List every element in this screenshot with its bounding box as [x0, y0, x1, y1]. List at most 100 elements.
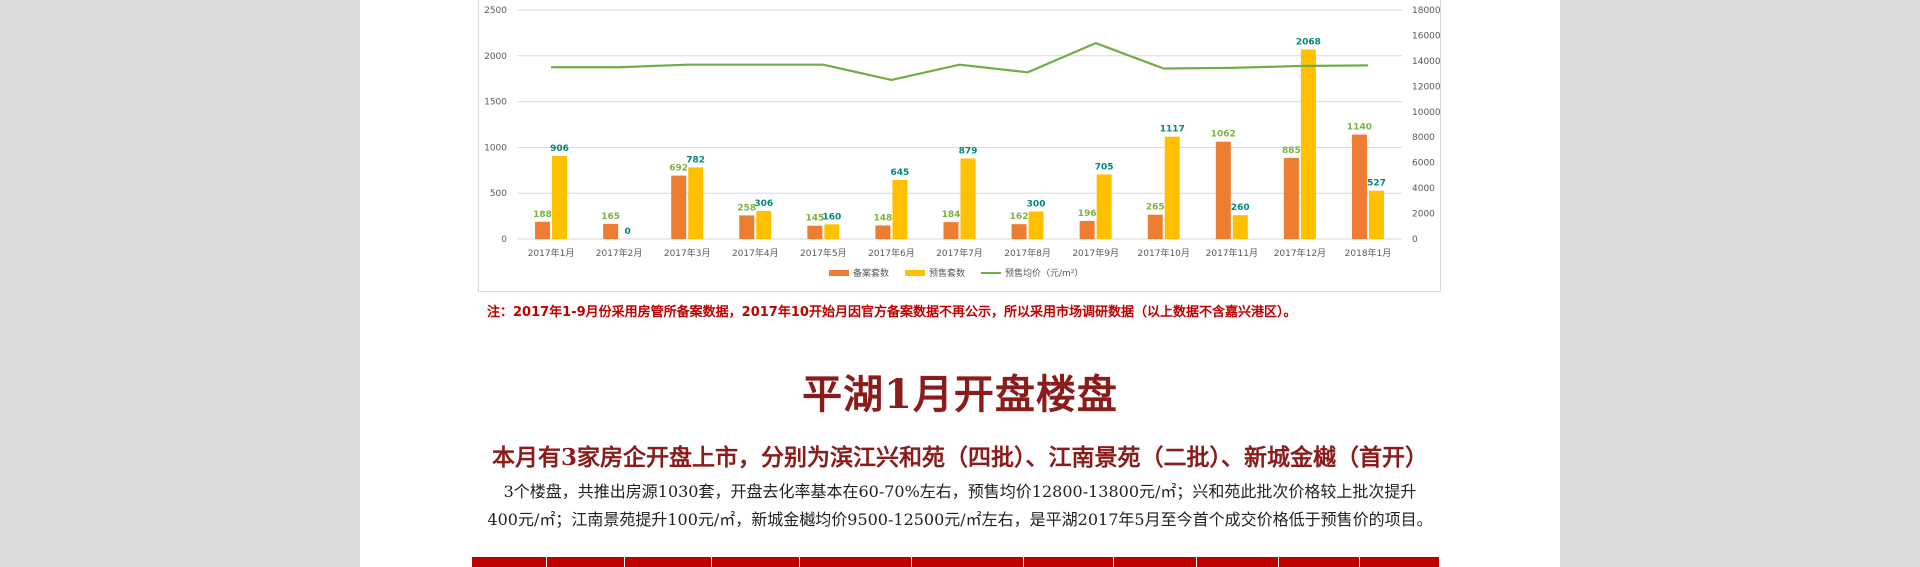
table-header-cell: [472, 557, 547, 567]
table-header-cell: [547, 557, 625, 567]
data-label: 1062: [1211, 130, 1236, 140]
data-label: 1140: [1347, 123, 1372, 133]
legend-swatch: [829, 270, 849, 276]
bar-presale: [1028, 211, 1044, 239]
x-tick-label: 2017年6月: [868, 247, 915, 259]
data-label: 705: [1095, 162, 1114, 172]
x-tick-label: 2017年8月: [1004, 247, 1051, 259]
data-label: 2068: [1296, 38, 1321, 48]
x-tick-label: 2017年12月: [1274, 247, 1326, 259]
x-tick-label: 2017年10月: [1138, 247, 1190, 259]
data-label: 160: [822, 212, 841, 222]
bar-presale: [960, 158, 976, 239]
bar-filed: [603, 223, 619, 239]
bar-filed: [1351, 134, 1367, 239]
data-label: 165: [601, 212, 620, 222]
x-tick-label: 2017年5月: [800, 247, 847, 259]
data-label: 782: [686, 155, 705, 165]
data-label: 906: [550, 144, 569, 154]
x-tick-label: 2017年9月: [1072, 247, 1119, 259]
section-subtitle: 本月有3家房企开盘上市，分别为滨江兴和苑（四批）、江南景苑（二批）、新城金樾（首…: [491, 444, 1428, 471]
data-label: 1117: [1160, 125, 1185, 135]
y-tick-label: 2000: [484, 52, 507, 62]
bar-filed: [1147, 214, 1163, 239]
y-tick-label: 1000: [484, 143, 507, 153]
x-tick-label: 2017年11月: [1206, 247, 1258, 259]
x-tick-label: 2017年7月: [936, 247, 983, 259]
bar-presale: [1164, 136, 1180, 239]
table-header-cell: [1114, 557, 1197, 567]
y-tick-label: 2500: [484, 6, 507, 16]
data-label: 265: [1146, 203, 1165, 213]
data-label: 0: [624, 227, 630, 237]
table-header-bar: [472, 557, 1440, 567]
y2-tick-label: 18000: [1412, 6, 1441, 16]
bar-filed: [671, 175, 687, 239]
data-label: 527: [1367, 179, 1386, 189]
data-label: 306: [754, 199, 773, 209]
x-tick-label: 2017年2月: [596, 247, 643, 259]
table-header-cell: [800, 557, 912, 567]
y2-tick-label: 8000: [1412, 133, 1435, 143]
table-header-cell: [712, 557, 800, 567]
bar-filed: [739, 215, 755, 239]
section-title: 平湖1月开盘楼盘: [802, 371, 1118, 418]
y2-tick-label: 2000: [1412, 210, 1435, 220]
y2-tick-label: 0: [1412, 235, 1418, 245]
bar-filed: [807, 225, 823, 239]
data-label: 300: [1027, 200, 1046, 210]
y2-tick-label: 12000: [1412, 82, 1441, 92]
data-label: 188: [533, 210, 552, 220]
x-tick-label: 2017年3月: [664, 247, 711, 259]
bar-filed: [875, 225, 891, 239]
data-label: 184: [942, 210, 961, 220]
y2-tick-label: 6000: [1412, 159, 1435, 169]
table-header-cell: [1197, 557, 1279, 567]
bar-filed: [1079, 221, 1095, 239]
legend-label: 预售套数: [929, 267, 965, 279]
bar-presale: [1368, 190, 1384, 239]
x-tick-label: 2017年1月: [528, 247, 575, 259]
table-header-cell: [1279, 557, 1360, 567]
legend-label: 预售均价（元/m²）: [1005, 267, 1083, 279]
bar-presale: [756, 210, 772, 239]
data-label: 258: [737, 203, 756, 213]
bar-presale: [552, 156, 568, 239]
chart-svg: 0 500 1000 1500 2000 2500 0 2000 4000 6000 8000 100…: [484, 6, 1441, 279]
bar-filed: [1283, 157, 1299, 239]
table-header-cell: [912, 557, 1024, 567]
bar-presale: [688, 167, 704, 239]
data-label: 879: [959, 146, 978, 156]
y2-tick-label: 14000: [1412, 57, 1441, 67]
bar-presale: [1096, 174, 1112, 239]
bar-presale: [824, 224, 840, 239]
bar-filed: [1011, 224, 1027, 239]
y2-tick-label: 4000: [1412, 184, 1435, 194]
bar-presale: [1300, 49, 1316, 240]
data-label: 692: [669, 164, 688, 174]
legend-label: 备案套数: [853, 267, 889, 279]
price-line: [551, 41, 1368, 82]
data-label: 885: [1282, 146, 1301, 156]
data-label: 196: [1078, 209, 1097, 219]
table-header-cell: [1360, 557, 1440, 567]
data-label: 260: [1231, 203, 1250, 213]
y-tick-label: 500: [490, 189, 507, 199]
sales-chart: 0 500 1000 1500 2000 2500 0 2000 4000 6000 8000 100…: [478, 0, 1441, 292]
data-label: 148: [874, 213, 893, 223]
report-page: 0 500 1000 1500 2000 2500 0 2000 4000 6000 8000 100…: [360, 0, 1560, 567]
legend-swatch: [905, 270, 925, 276]
data-source-note: 注：2017年1-9月份采用房管所备案数据，2017年10开始月因官方备案数据不…: [487, 305, 1297, 320]
y2-tick-label: 16000: [1412, 31, 1441, 41]
x-tick-label: 2018年1月: [1345, 247, 1392, 259]
bar-presale: [892, 179, 908, 239]
description-line-2: 400元/㎡；江南景苑提升100元/㎡，新城金樾均价9500-12500元/㎡左…: [487, 510, 1433, 529]
bar-filed: [943, 222, 959, 239]
y2-tick-label: 10000: [1412, 108, 1441, 118]
description-line-1: 3个楼盘，共推出房源1030套，开盘去化率基本在60-70%左右，预售均价128…: [503, 482, 1417, 501]
data-label: 645: [891, 168, 910, 178]
table-header-cell: [1024, 557, 1114, 567]
y-tick-label: 0: [501, 235, 507, 245]
y-tick-label: 1500: [484, 98, 507, 108]
table-header-cell: [625, 557, 712, 567]
